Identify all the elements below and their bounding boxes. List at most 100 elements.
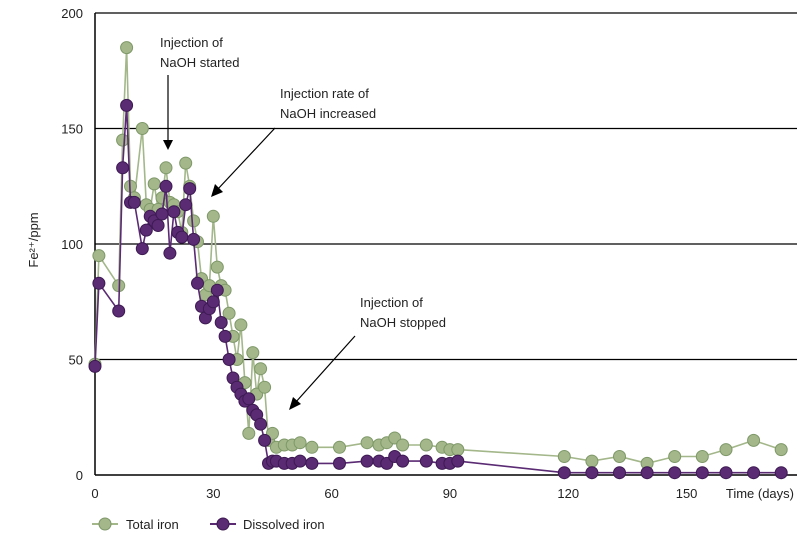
data-point-total-iron xyxy=(254,362,268,376)
data-point-dissolved-iron xyxy=(175,230,189,244)
data-point-dissolved-iron xyxy=(333,456,346,470)
annotation-rate-line1: Injection rate of xyxy=(280,86,369,101)
annotation-stopped-arrowhead xyxy=(289,397,301,410)
y-axis-title: Fe²⁺/ppm xyxy=(26,212,41,267)
data-point-total-iron xyxy=(747,433,761,447)
data-point-total-iron xyxy=(360,436,374,450)
data-point-dissolved-iron xyxy=(206,295,220,309)
data-point-dissolved-iron xyxy=(88,359,102,373)
data-point-total-iron xyxy=(242,426,256,440)
data-point-dissolved-iron xyxy=(451,454,465,468)
data-point-dissolved-iron xyxy=(159,179,173,193)
data-point-dissolved-iron xyxy=(179,198,193,212)
x-tick-label: 30 xyxy=(206,486,220,501)
data-point-total-iron xyxy=(234,318,248,332)
x-tick-label: 120 xyxy=(557,486,579,501)
data-point-dissolved-iron xyxy=(774,466,788,480)
data-point-dissolved-iron xyxy=(155,207,169,221)
data-point-dissolved-iron xyxy=(668,466,682,480)
data-point-dissolved-iron xyxy=(242,392,256,406)
data-point-total-iron xyxy=(305,440,319,454)
data-point-total-iron xyxy=(222,306,236,320)
data-point-dissolved-iron xyxy=(120,98,134,112)
annotation-started-line1: Injection of xyxy=(160,35,223,50)
annotation-stopped-arrow xyxy=(294,335,356,404)
data-point-total-iron xyxy=(613,450,626,463)
data-point-dissolved-iron xyxy=(167,205,181,219)
data-point-total-iron xyxy=(774,443,788,457)
x-tick-labels: 0 30 60 90 120 150 xyxy=(91,486,697,501)
data-point-dissolved-iron xyxy=(214,316,228,329)
y-tick-label: 0 xyxy=(76,468,83,483)
data-point-dissolved-iron xyxy=(695,466,709,480)
data-point-dissolved-iron xyxy=(112,304,126,318)
data-point-total-iron xyxy=(557,450,571,463)
data-point-total-iron xyxy=(585,454,599,468)
data-point-dissolved-iron xyxy=(92,276,106,290)
annotation-rate-line2: NaOH increased xyxy=(280,106,376,121)
series xyxy=(88,41,788,480)
data-point-dissolved-iron xyxy=(419,454,433,468)
data-point-dissolved-iron xyxy=(187,232,201,246)
x-tick-label: 0 xyxy=(91,486,98,501)
data-point-dissolved-iron xyxy=(396,454,410,468)
data-point-dissolved-iron xyxy=(127,195,141,209)
data-point-total-iron xyxy=(179,156,193,170)
data-point-total-iron xyxy=(419,438,433,452)
data-point-total-iron xyxy=(210,260,224,274)
annotation-started-arrowhead xyxy=(163,140,173,150)
annotation-rate-arrowhead xyxy=(211,184,223,197)
x-tick-label: 90 xyxy=(443,486,457,501)
legend-item-dissolved-iron: Dissolved iron xyxy=(210,517,325,532)
data-point-total-iron xyxy=(719,443,733,457)
data-point-total-iron xyxy=(396,438,410,452)
data-point-dissolved-iron xyxy=(258,433,272,447)
y-tick-label: 200 xyxy=(61,6,83,21)
data-point-dissolved-iron xyxy=(719,466,733,480)
data-point-total-iron xyxy=(246,346,260,360)
data-point-total-iron xyxy=(333,440,346,454)
data-point-total-iron xyxy=(120,41,134,55)
data-point-total-iron xyxy=(451,443,465,457)
data-point-total-iron xyxy=(293,436,307,450)
data-point-dissolved-iron xyxy=(360,454,374,468)
legend-total-marker xyxy=(98,517,112,531)
data-point-dissolved-iron xyxy=(163,246,177,260)
legend-dissolved-marker xyxy=(216,517,230,531)
legend-item-total-iron: Total iron xyxy=(92,517,179,532)
data-point-total-iron xyxy=(695,450,709,463)
annotation-rate-arrow xyxy=(216,127,276,191)
annotation-stopped-line1: Injection of xyxy=(360,295,423,310)
y-tick-label: 150 xyxy=(61,122,83,137)
data-point-dissolved-iron xyxy=(640,466,654,480)
annotation-stopped-line2: NaOH stopped xyxy=(360,315,446,330)
data-point-dissolved-iron xyxy=(116,161,130,175)
data-point-dissolved-iron xyxy=(747,466,761,480)
y-tick-label: 50 xyxy=(69,353,83,368)
data-point-total-iron xyxy=(116,133,130,147)
data-point-dissolved-iron xyxy=(557,466,571,480)
data-point-total-iron xyxy=(258,380,272,394)
data-point-total-iron xyxy=(147,177,161,191)
annotation-started-line2: NaOH started xyxy=(160,55,239,70)
data-point-dissolved-iron xyxy=(135,242,149,256)
x-tick-label: 150 xyxy=(676,486,698,501)
legend-total-label: Total iron xyxy=(126,517,179,532)
data-point-dissolved-iron xyxy=(210,283,224,297)
data-point-dissolved-iron xyxy=(218,329,232,343)
data-point-dissolved-iron xyxy=(183,182,197,196)
x-axis-title: Time (days) xyxy=(726,486,794,501)
series-total-iron xyxy=(88,41,788,470)
legend: Total iron Dissolved iron xyxy=(92,517,325,532)
data-point-dissolved-iron xyxy=(151,219,165,232)
data-point-dissolved-iron xyxy=(293,454,307,468)
data-point-total-iron xyxy=(206,209,220,223)
legend-dissolved-label: Dissolved iron xyxy=(243,517,325,532)
y-tick-label: 100 xyxy=(61,237,83,252)
data-point-dissolved-iron xyxy=(305,456,319,470)
y-tick-labels: 0 50 100 150 200 xyxy=(61,6,83,483)
data-point-total-iron xyxy=(668,450,682,463)
data-point-total-iron xyxy=(92,249,106,263)
data-point-dissolved-iron xyxy=(191,276,204,290)
